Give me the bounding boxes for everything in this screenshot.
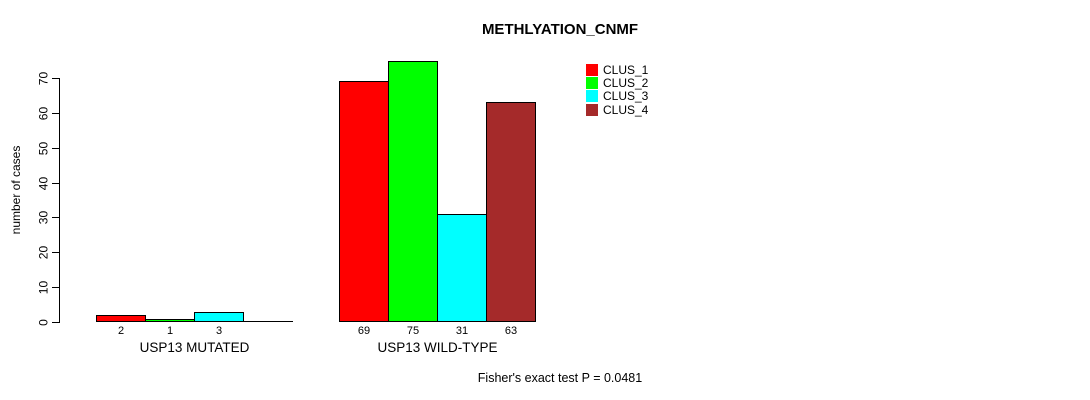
bar-clus_1	[339, 81, 389, 322]
bar-value-label: 3	[215, 325, 223, 337]
y-tick-label: 30	[36, 210, 51, 225]
y-tick-label: 60	[36, 106, 51, 121]
bar-clus_2	[388, 61, 438, 322]
y-tick	[52, 287, 59, 288]
y-tick-label: 0	[36, 319, 51, 326]
y-tick-label: 40	[36, 176, 51, 191]
y-tick-label: 50	[36, 141, 51, 156]
legend-swatch-icon	[586, 63, 598, 76]
bar-clus_3	[437, 214, 487, 322]
legend-item: CLUS_3	[586, 90, 648, 103]
bar-value-label: 63	[504, 325, 518, 337]
legend-item: CLUS_4	[586, 103, 648, 116]
legend-item: CLUS_2	[586, 76, 649, 91]
y-axis-line	[59, 78, 60, 323]
fisher-test-note: Fisher's exact test P = 0.0481	[477, 371, 643, 385]
y-tick	[52, 252, 59, 253]
y-tick	[52, 217, 59, 218]
y-tick	[52, 78, 59, 79]
y-axis-label: number of cases	[9, 145, 23, 235]
legend-swatch-icon	[586, 103, 598, 116]
legend: CLUS_1 CLUS_2 CLUS_3 CLUS_4	[586, 63, 648, 117]
legend-label: CLUS_1	[603, 62, 649, 77]
y-tick	[52, 322, 59, 323]
legend-label: CLUS_4	[603, 102, 649, 117]
legend-swatch-icon	[586, 90, 598, 103]
zero-bar-clus_4	[243, 321, 293, 322]
group-label: USP13 WILD-TYPE	[377, 340, 498, 355]
bar-value-label: 31	[455, 325, 469, 337]
y-tick-label: 70	[36, 71, 51, 86]
y-tick	[52, 148, 59, 149]
y-tick	[52, 183, 59, 184]
legend-item: CLUS_1	[586, 63, 648, 76]
legend-label: CLUS_3	[603, 89, 649, 104]
bar-value-label: 75	[406, 325, 420, 337]
y-tick	[52, 113, 59, 114]
legend-swatch-icon	[586, 77, 598, 90]
bar-clus_2	[145, 319, 195, 322]
bar-clus_1	[96, 315, 146, 322]
bar-value-label: 69	[357, 325, 371, 337]
y-tick-label: 20	[36, 245, 51, 260]
y-tick-label: 10	[36, 280, 51, 295]
bar-value-label: 2	[117, 325, 125, 337]
bar-clus_4	[486, 102, 536, 322]
chart-title: METHLYATION_CNMF	[481, 21, 639, 38]
bar-clus_3	[194, 312, 244, 322]
legend-label: CLUS_2	[603, 76, 649, 91]
bar-value-label: 1	[166, 325, 174, 337]
group-label: USP13 MUTATED	[139, 340, 250, 355]
